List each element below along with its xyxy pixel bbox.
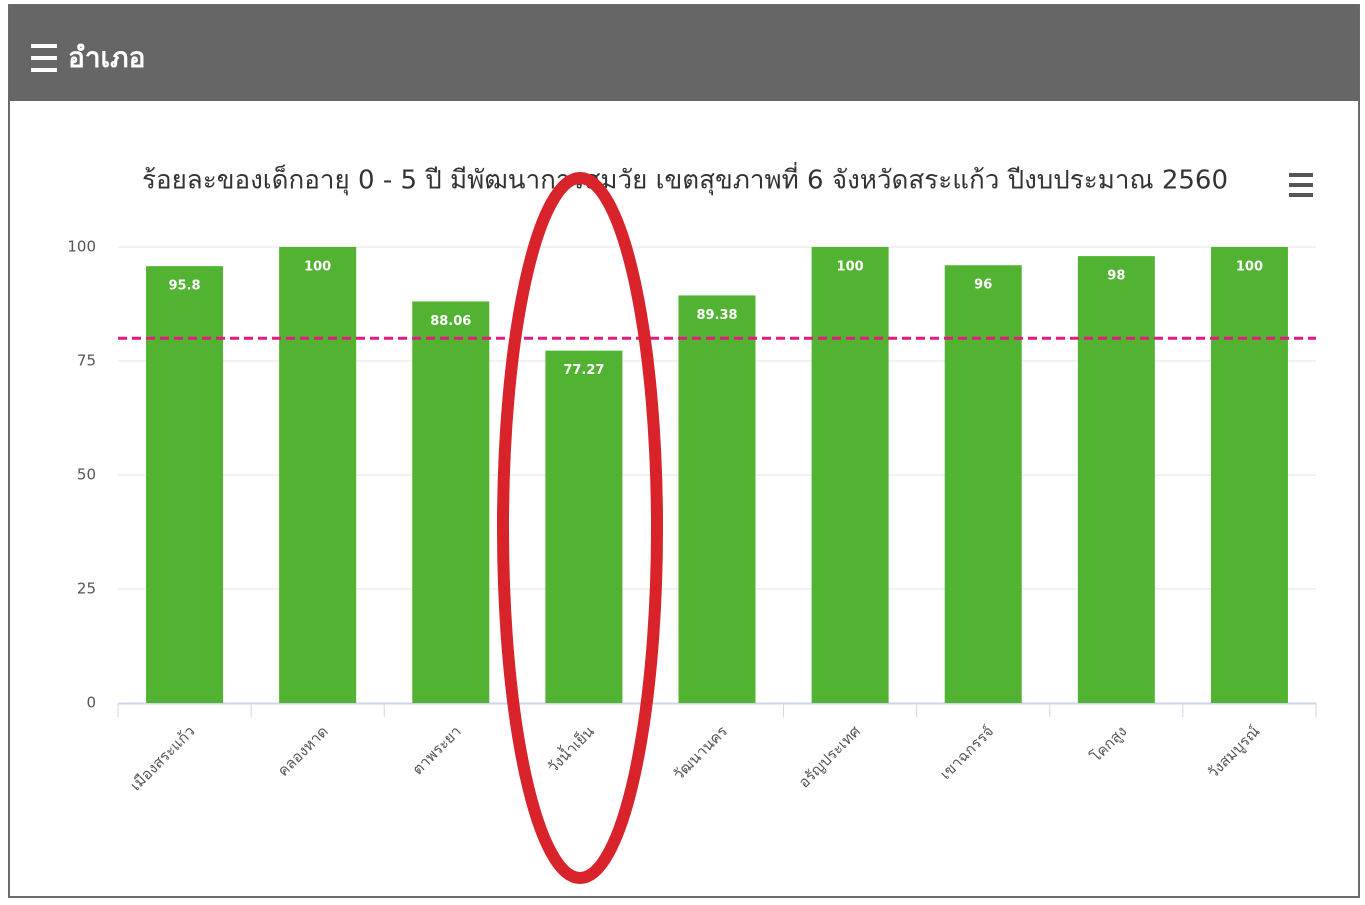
data-label: 100 bbox=[837, 260, 864, 275]
bar bbox=[811, 247, 889, 703]
bar bbox=[678, 295, 756, 703]
chart-menu-icon[interactable] bbox=[1289, 173, 1313, 197]
data-label: 100 bbox=[1236, 260, 1263, 275]
menu-icon[interactable] bbox=[31, 44, 57, 72]
data-label: 100 bbox=[304, 260, 331, 275]
bar bbox=[146, 266, 224, 703]
data-label: 96 bbox=[974, 278, 992, 293]
data-label: 98 bbox=[1107, 269, 1125, 284]
bar bbox=[1077, 256, 1155, 703]
bar bbox=[545, 350, 623, 703]
bar bbox=[1210, 247, 1288, 703]
y-tick-label: 25 bbox=[77, 580, 96, 598]
data-label: 88.06 bbox=[430, 314, 471, 329]
data-label: 77.27 bbox=[563, 363, 604, 378]
y-tick-label: 75 bbox=[77, 352, 96, 370]
y-tick-label: 0 bbox=[86, 694, 96, 712]
data-label: 89.38 bbox=[696, 308, 737, 323]
bar bbox=[944, 265, 1022, 703]
data-label: 95.8 bbox=[169, 279, 201, 294]
highlight-ellipse bbox=[497, 172, 663, 884]
panel-header bbox=[9, 5, 1359, 101]
chart-title: ร้อยละของเด็กอายุ 0 - 5 ปี มีพัฒนาการสมว… bbox=[142, 162, 1228, 196]
bar bbox=[279, 247, 357, 703]
y-tick-label: 100 bbox=[67, 238, 96, 256]
y-tick-label: 50 bbox=[77, 466, 96, 484]
header-title: อำเภอ bbox=[68, 41, 145, 74]
bar bbox=[412, 301, 490, 703]
